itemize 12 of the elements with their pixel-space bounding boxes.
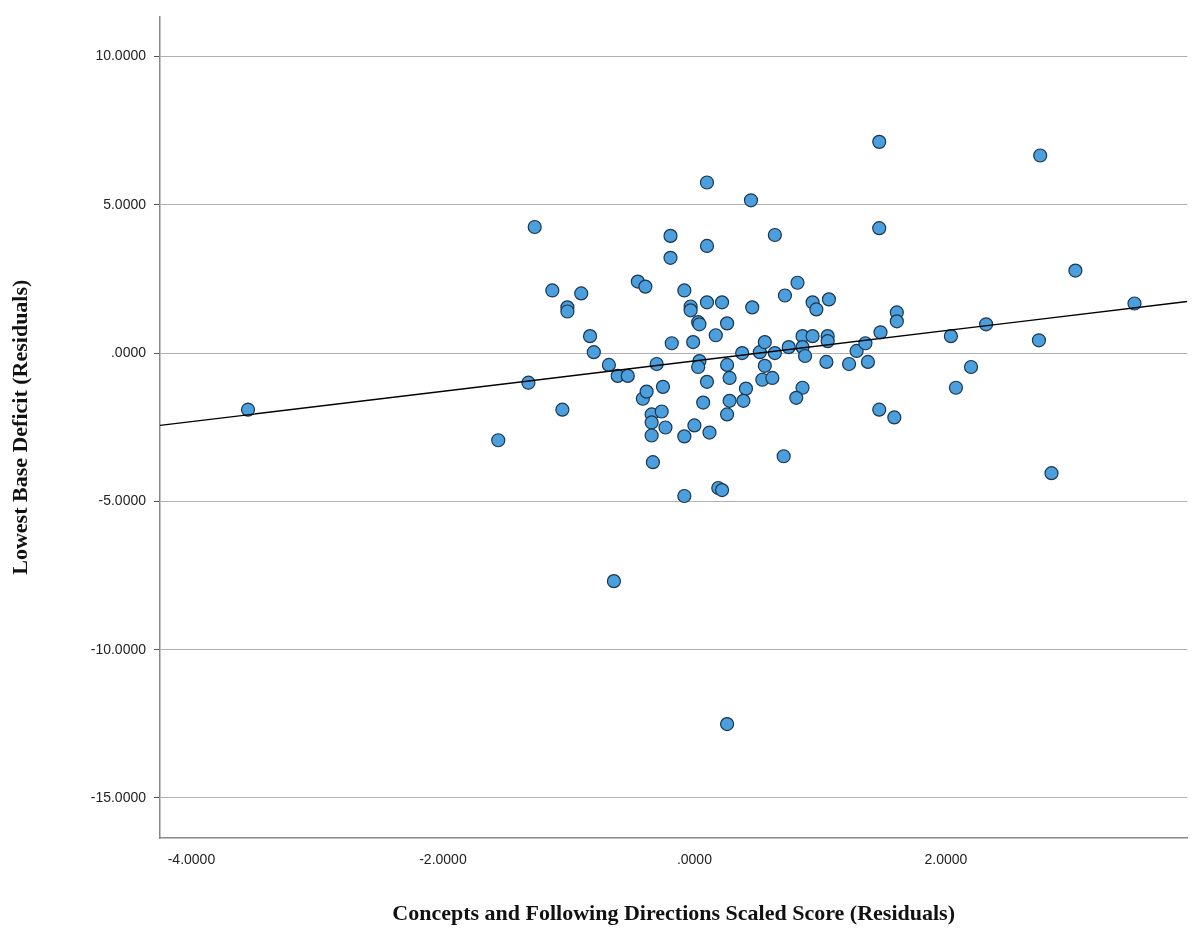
- x-tick-label: -2.0000: [419, 851, 467, 868]
- y-tick-label: 5.0000: [103, 195, 147, 212]
- x-tick-label: -4.0000: [167, 851, 216, 868]
- y-tick-label: -15.0000: [90, 788, 147, 805]
- y-axis-title: Lowest Base Deficit (Residuals): [6, 279, 32, 575]
- y-tick-label: .0000: [110, 343, 147, 360]
- y-tick-label: 10.0000: [95, 47, 147, 64]
- y-tick-label: -10.0000: [90, 640, 147, 657]
- x-tick-label: 2.0000: [924, 851, 968, 868]
- y-tick-label: -5.0000: [98, 492, 147, 509]
- x-tick-label: .0000: [676, 851, 713, 868]
- x-axis-title: Concepts and Following Directions Scaled Score (Residuals): [392, 900, 955, 926]
